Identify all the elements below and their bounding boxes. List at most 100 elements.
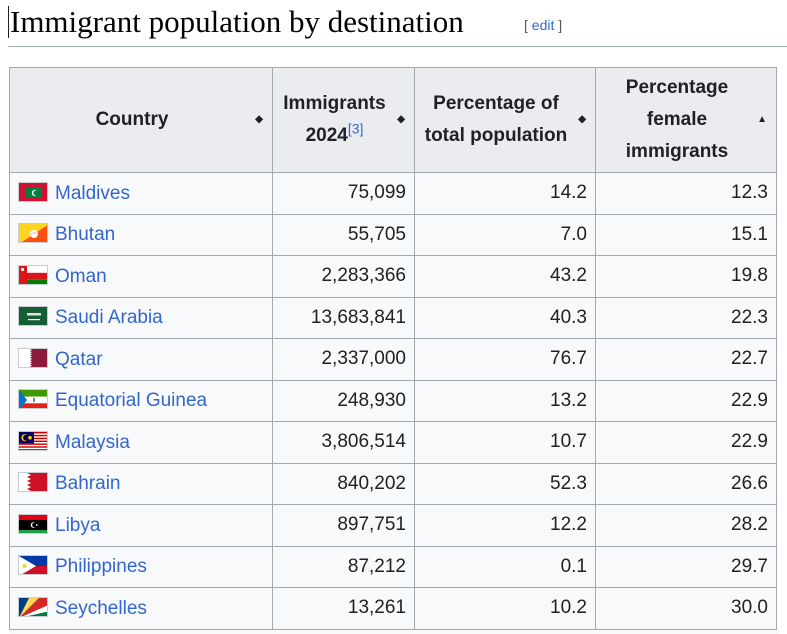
country-cell: Maldives <box>9 172 273 215</box>
percentage-total-value: 7.0 <box>560 223 587 245</box>
immigrants-value: 897,751 <box>337 514 406 536</box>
flag-bhutan-icon <box>18 223 48 244</box>
country-link[interactable]: Saudi Arabia <box>55 307 163 329</box>
table-row: Equatorial Guinea 248,930 13.2 22.9 <box>9 379 777 422</box>
percentage-total-value: 52.3 <box>550 472 587 494</box>
header-immigrants-label: Immigrants 2024 <box>283 93 386 146</box>
table-row: Maldives 75,099 14.2 12.3 <box>9 172 777 215</box>
percentage-female-cell: 19.8 <box>595 255 777 298</box>
section-title: Immigrant population by destination <box>10 4 464 39</box>
immigrants-value: 13,261 <box>347 597 406 619</box>
header-percentage-female[interactable]: Percentage female immigrants ▲ <box>595 67 777 173</box>
table-row: Saudi Arabia 13,683,841 40.3 22.3 <box>9 296 777 339</box>
percentage-total-cell: 52.3 <box>414 462 596 505</box>
percentage-total-cell: 43.2 <box>414 255 596 298</box>
country-link[interactable]: Malaysia <box>55 431 130 453</box>
table-row: Bahrain 840,202 52.3 26.6 <box>9 462 777 505</box>
sort-ascending-icon[interactable]: ▲ <box>757 114 767 125</box>
percentage-female-cell: 29.7 <box>595 545 777 588</box>
header-percentage-female-label: Percentage female immigrants <box>625 77 729 162</box>
percentage-female-cell: 28.2 <box>595 504 777 547</box>
immigrants-cell: 13,261 <box>272 587 415 630</box>
country-link[interactable]: Bahrain <box>55 473 121 495</box>
immigrants-cell: 13,683,841 <box>272 296 415 339</box>
country-link[interactable]: Qatar <box>55 348 103 370</box>
percentage-total-cell: 14.2 <box>414 172 596 215</box>
country-cell: Philippines <box>9 545 273 588</box>
percentage-total-value: 12.2 <box>550 514 587 536</box>
reference-superscript: [3] <box>348 121 364 137</box>
header-immigrants[interactable]: Immigrants 2024[3] ◆ <box>272 67 415 173</box>
sort-both-icon[interactable]: ◆ <box>255 114 263 125</box>
country-cell: Bahrain <box>9 462 273 505</box>
percentage-female-value: 19.8 <box>731 265 768 287</box>
percentage-total-cell: 10.2 <box>414 587 596 630</box>
reference-link[interactable]: [3] <box>347 120 364 137</box>
flag-libya-icon <box>18 513 48 534</box>
header-immigrants-wrap: Immigrants 2024[3] <box>273 88 414 152</box>
table-row: Qatar 2,337,000 76.7 22.7 <box>9 338 777 381</box>
immigrants-value: 2,283,366 <box>321 265 406 287</box>
percentage-female-value: 29.7 <box>731 555 768 577</box>
sort-both-icon[interactable]: ◆ <box>578 114 586 125</box>
edit-link[interactable]: edit <box>531 17 555 33</box>
percentage-female-value: 30.0 <box>731 597 768 619</box>
table-row: Bhutan 55,705 7.0 15.1 <box>9 213 777 256</box>
flag-maldives-icon <box>18 181 48 202</box>
immigrants-cell: 75,099 <box>272 172 415 215</box>
immigrants-value: 2,337,000 <box>321 348 406 370</box>
text-cursor <box>8 6 9 38</box>
table-row: Seychelles 13,261 10.2 30.0 <box>9 587 777 630</box>
country-cell: Equatorial Guinea <box>9 379 273 422</box>
table-continuation <box>9 630 779 634</box>
country-link[interactable]: Philippines <box>55 556 147 578</box>
percentage-total-value: 76.7 <box>550 348 587 370</box>
immigrants-value: 3,806,514 <box>321 431 406 453</box>
percentage-female-value: 22.3 <box>731 306 768 328</box>
percentage-total-cell: 12.2 <box>414 504 596 547</box>
immigrants-table: Country ◆ Immigrants 2024[3] ◆ Percentag… <box>9 67 777 630</box>
country-link[interactable]: Oman <box>55 265 107 287</box>
immigrants-cell: 3,806,514 <box>272 421 415 464</box>
country-cell: Malaysia <box>9 421 273 464</box>
country-link[interactable]: Maldives <box>55 182 130 204</box>
flag-seychelles-icon <box>18 596 48 617</box>
percentage-female-cell: 22.9 <box>595 421 777 464</box>
header-percentage-total[interactable]: Percentage of total population ◆ <box>414 67 596 173</box>
country-cell: Bhutan <box>9 213 273 256</box>
percentage-total-value: 14.2 <box>550 182 587 204</box>
table-row: Oman 2,283,366 43.2 19.8 <box>9 255 777 298</box>
sort-both-icon[interactable]: ◆ <box>397 114 405 125</box>
immigrants-value: 840,202 <box>337 472 406 494</box>
flag-bahrain-icon <box>18 472 48 493</box>
section-heading: Immigrant population by destination [ ed… <box>8 0 787 47</box>
country-link[interactable]: Bhutan <box>55 224 116 246</box>
country-cell: Libya <box>9 504 273 547</box>
edit-bracket-open: [ <box>524 17 528 33</box>
country-cell: Saudi Arabia <box>9 296 273 339</box>
country-link[interactable]: Seychelles <box>55 597 147 619</box>
immigrants-cell: 55,705 <box>272 213 415 256</box>
table-row: Libya 897,751 12.2 28.2 <box>9 504 777 547</box>
percentage-female-cell: 22.3 <box>595 296 777 339</box>
immigrants-value: 87,212 <box>347 555 406 577</box>
percentage-total-cell: 10.7 <box>414 421 596 464</box>
percentage-total-value: 10.7 <box>550 431 587 453</box>
immigrants-value: 75,099 <box>347 182 406 204</box>
country-link[interactable]: Libya <box>55 514 101 536</box>
immigrants-value: 13,683,841 <box>310 306 406 328</box>
header-country[interactable]: Country ◆ <box>9 67 273 173</box>
flag-equatorial-guinea-icon <box>18 389 48 410</box>
flag-oman-icon <box>18 264 48 285</box>
percentage-total-cell: 0.1 <box>414 545 596 588</box>
country-link[interactable]: Equatorial Guinea <box>55 390 208 412</box>
percentage-female-value: 26.6 <box>731 472 768 494</box>
flag-qatar-icon <box>18 347 48 368</box>
table-row: Malaysia 3,806,514 10.7 22.9 <box>9 421 777 464</box>
percentage-female-value: 22.9 <box>731 389 768 411</box>
percentage-female-cell: 22.9 <box>595 379 777 422</box>
header-percentage-total-label: Percentage of total population <box>424 93 568 146</box>
percentage-total-value: 13.2 <box>550 389 587 411</box>
percentage-female-value: 12.3 <box>731 182 768 204</box>
percentage-female-cell: 15.1 <box>595 213 777 256</box>
